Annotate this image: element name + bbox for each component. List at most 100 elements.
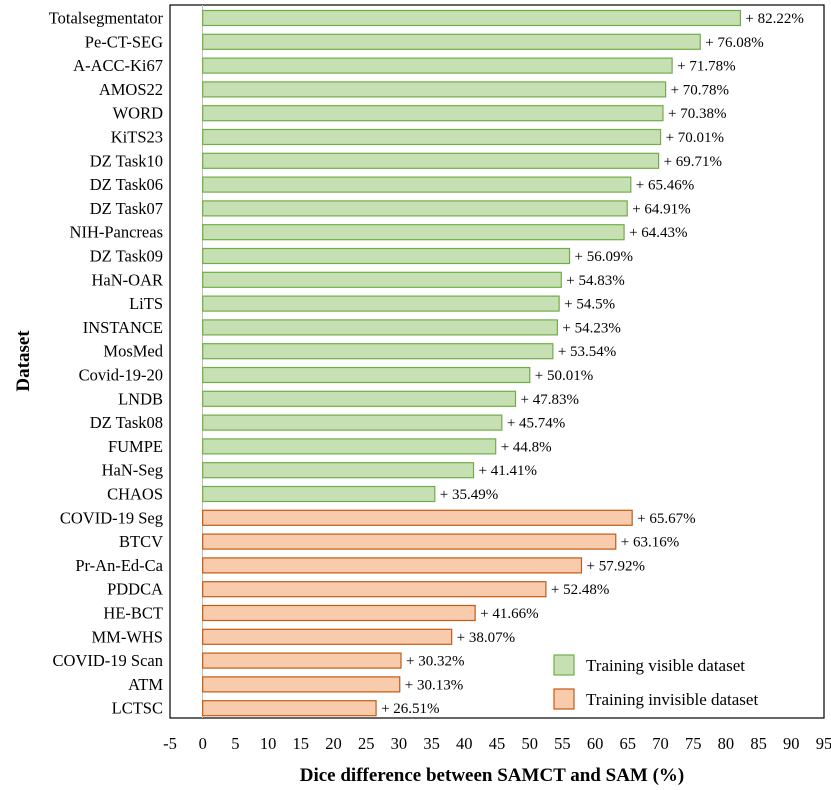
bar-han-seg bbox=[202, 462, 475, 479]
category-label: WORD bbox=[113, 104, 163, 123]
bar-dz-task06 bbox=[202, 176, 632, 193]
data-label: + 65.67% bbox=[637, 511, 695, 527]
data-label: + 64.43% bbox=[629, 225, 687, 241]
data-label: + 45.74% bbox=[507, 416, 565, 432]
category-label: MM-WHS bbox=[91, 627, 163, 646]
x-tick-label: 0 bbox=[199, 734, 207, 753]
bar-pr-an-ed-ca bbox=[202, 557, 583, 574]
category-label: PDDCA bbox=[107, 580, 163, 599]
bars-group: Totalsegmentator + 82.22% Pe-CT-SEG + 76.08… bbox=[49, 9, 804, 718]
category-label: Pe-CT-SEG bbox=[85, 32, 163, 51]
data-label: + 82.22% bbox=[745, 11, 803, 27]
category-label: HaN-Seg bbox=[102, 461, 163, 480]
bar-covid-19-scan bbox=[202, 652, 402, 669]
data-label: + 63.16% bbox=[621, 535, 679, 551]
bar-pddca bbox=[202, 581, 547, 598]
bar-nih-pancreas bbox=[202, 224, 625, 241]
y-axis-title: Dataset bbox=[13, 330, 34, 392]
category-label: MosMed bbox=[103, 342, 163, 361]
bar-he-bct bbox=[202, 604, 476, 622]
data-label: + 44.8% bbox=[501, 439, 552, 455]
x-tick-label: 60 bbox=[587, 734, 604, 753]
x-tick-label: 5 bbox=[231, 734, 239, 753]
data-label: + 41.66% bbox=[480, 606, 538, 622]
legend: Training visible dataset Training invisi… bbox=[553, 654, 758, 710]
x-tick-label: 30 bbox=[391, 734, 408, 753]
x-tick-label: 40 bbox=[456, 734, 473, 753]
x-tick-label: 10 bbox=[260, 734, 277, 753]
bar-covid-19-seg bbox=[202, 509, 633, 526]
bar-btcv bbox=[202, 533, 617, 550]
data-label: + 54.5% bbox=[564, 297, 615, 313]
category-label: FUMPE bbox=[108, 437, 163, 456]
data-label: + 30.32% bbox=[406, 654, 464, 670]
bar-lndb bbox=[202, 390, 517, 407]
bar-totalsegmentator bbox=[202, 9, 742, 27]
legend-label-invisible: Training invisible dataset bbox=[586, 690, 758, 709]
x-ticks-group: -5 0 5 10 15 20 25 30 35 40 45 50 55 60 65 70 75 80 85 90 95 bbox=[163, 734, 831, 753]
data-label: + 57.92% bbox=[586, 558, 644, 574]
bar-dz-task07 bbox=[202, 200, 628, 217]
bar-amos22 bbox=[202, 81, 667, 98]
data-label: + 70.38% bbox=[668, 106, 726, 122]
data-label: + 41.41% bbox=[479, 463, 537, 479]
category-label: Covid-19-20 bbox=[79, 366, 163, 385]
category-label: KiTS23 bbox=[111, 128, 163, 147]
data-label: + 38.07% bbox=[457, 630, 515, 646]
legend-swatch-invisible bbox=[553, 688, 575, 710]
data-label: + 54.23% bbox=[562, 320, 620, 336]
category-label: DZ Task08 bbox=[90, 413, 163, 432]
data-label: + 50.01% bbox=[535, 368, 593, 384]
category-label: HaN-OAR bbox=[92, 270, 164, 289]
category-label: CHAOS bbox=[107, 485, 163, 504]
bar-fumpe bbox=[202, 438, 497, 455]
data-label: + 54.83% bbox=[566, 273, 624, 289]
x-tick-label: 25 bbox=[358, 734, 375, 753]
bar-han-oar bbox=[202, 271, 562, 288]
category-label: AMOS22 bbox=[99, 80, 163, 99]
data-label: + 56.09% bbox=[575, 249, 633, 265]
x-tick-label: 70 bbox=[652, 734, 669, 753]
category-label: COVID-19 Seg bbox=[60, 508, 163, 527]
category-label: BTCV bbox=[119, 532, 163, 551]
bar-a-acc-ki67 bbox=[202, 57, 673, 74]
data-label: + 35.49% bbox=[440, 487, 498, 503]
category-label: LiTS bbox=[129, 294, 163, 313]
bar-instance bbox=[202, 319, 558, 336]
x-tick-label: 90 bbox=[783, 734, 800, 753]
x-tick-label: 45 bbox=[489, 734, 506, 753]
category-label: HE-BCT bbox=[103, 604, 163, 623]
x-tick-label: 95 bbox=[816, 734, 831, 753]
bar-lctsc bbox=[202, 700, 377, 717]
data-label: + 70.01% bbox=[666, 130, 724, 146]
category-label: ATM bbox=[128, 675, 163, 694]
data-label: + 64.91% bbox=[632, 201, 690, 217]
category-label: A-ACC-Ki67 bbox=[73, 56, 163, 75]
category-label: COVID-19 Scan bbox=[53, 651, 163, 670]
bar-atm bbox=[202, 676, 401, 693]
data-label: + 65.46% bbox=[636, 178, 694, 194]
data-label: + 69.71% bbox=[664, 154, 722, 170]
bar-kits23 bbox=[202, 128, 662, 146]
data-label: + 53.54% bbox=[558, 344, 616, 360]
bar-covid-19-20 bbox=[202, 366, 531, 384]
category-label: Pr-An-Ed-Ca bbox=[75, 556, 163, 575]
bar-mosmed bbox=[202, 343, 554, 360]
bar-word bbox=[202, 105, 664, 122]
x-tick-label: 15 bbox=[293, 734, 310, 753]
category-label: LCTSC bbox=[112, 699, 163, 718]
bar-mm-whs bbox=[202, 628, 453, 645]
data-label: + 76.08% bbox=[705, 35, 763, 51]
x-tick-label: 55 bbox=[554, 734, 571, 753]
x-axis-title: Dice difference between SAMCT and SAM (%… bbox=[300, 765, 685, 786]
category-label: INSTANCE bbox=[83, 318, 163, 337]
x-tick-label: -5 bbox=[163, 734, 177, 753]
bar-dz-task09 bbox=[202, 247, 571, 265]
category-label: DZ Task10 bbox=[90, 151, 163, 170]
category-label: NIH-Pancreas bbox=[70, 223, 163, 242]
x-tick-label: 50 bbox=[521, 734, 538, 753]
category-label: DZ Task09 bbox=[90, 247, 163, 266]
category-label: DZ Task06 bbox=[90, 175, 163, 194]
bar-lits bbox=[202, 295, 560, 312]
